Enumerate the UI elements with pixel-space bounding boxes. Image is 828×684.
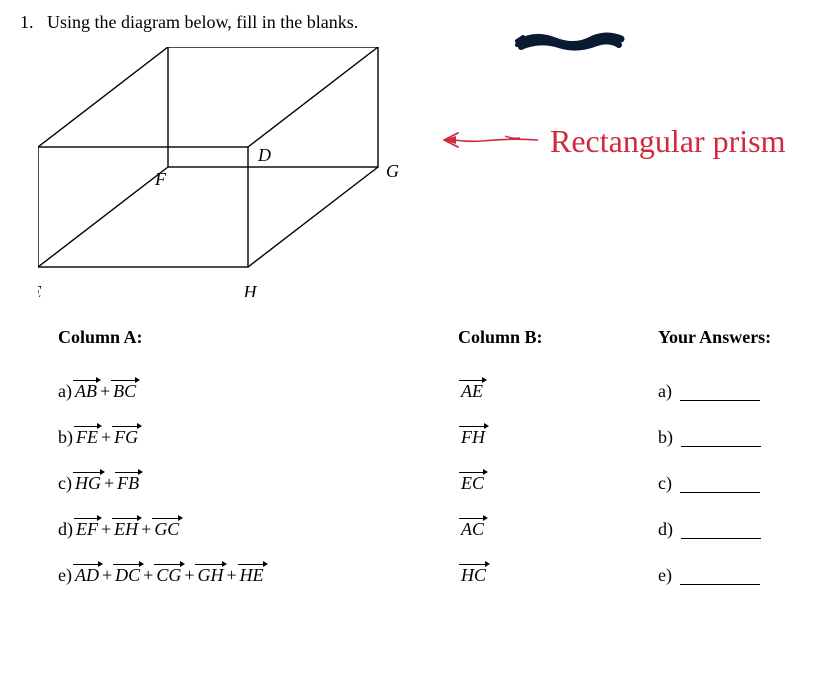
vector: GC bbox=[153, 519, 180, 540]
vector: GH bbox=[196, 565, 224, 586]
vector: FH bbox=[460, 427, 486, 448]
column-a-item: a) AB + BC bbox=[58, 368, 458, 414]
column-a-item: b) FE + FG bbox=[58, 414, 458, 460]
prism-diagram: ABCDEFGH bbox=[38, 47, 418, 297]
svg-text:H: H bbox=[243, 282, 258, 297]
answer-blank[interactable] bbox=[680, 381, 760, 402]
answer-item: d) bbox=[658, 506, 828, 552]
row-label: c) bbox=[58, 473, 72, 494]
vector: HG bbox=[74, 473, 102, 494]
column-b-item: EC bbox=[458, 460, 658, 506]
vector: FE bbox=[75, 427, 99, 448]
redaction-scribble bbox=[515, 27, 625, 57]
vector: CG bbox=[155, 565, 182, 586]
vector: AE bbox=[460, 381, 484, 402]
vector: AB bbox=[74, 381, 98, 402]
answer-label: a) bbox=[658, 381, 672, 402]
column-a-item: e) AD + DC + CG + GH + HE bbox=[58, 552, 458, 598]
answer-label: d) bbox=[658, 519, 673, 540]
answer-label: b) bbox=[658, 427, 673, 448]
vector: FG bbox=[113, 427, 139, 448]
svg-text:E: E bbox=[38, 282, 42, 297]
row-label: d) bbox=[58, 519, 73, 540]
column-b-header: Column B: bbox=[458, 327, 658, 348]
question-number: 1. bbox=[20, 12, 34, 32]
answer-item: c) bbox=[658, 460, 828, 506]
column-b-item: FH bbox=[458, 414, 658, 460]
question-heading: 1. Using the diagram below, fill in the … bbox=[20, 12, 808, 33]
column-b-item: HC bbox=[458, 552, 658, 598]
vector: DC bbox=[114, 565, 141, 586]
svg-text:D: D bbox=[257, 145, 271, 165]
column-b-item: AE bbox=[458, 368, 658, 414]
vector: EH bbox=[113, 519, 139, 540]
svg-text:G: G bbox=[386, 161, 399, 181]
column-a-header: Column A: bbox=[58, 327, 458, 348]
answer-item: e) bbox=[658, 552, 828, 598]
row-label: e) bbox=[58, 565, 72, 586]
answer-label: e) bbox=[658, 565, 672, 586]
answer-label: c) bbox=[658, 473, 672, 494]
answer-blank[interactable] bbox=[681, 519, 761, 540]
row-label: a) bbox=[58, 381, 72, 402]
vector: FB bbox=[116, 473, 140, 494]
vector: AC bbox=[460, 519, 485, 540]
vector: AD bbox=[74, 565, 100, 586]
column-b-item: AC bbox=[458, 506, 658, 552]
answer-item: a) bbox=[658, 368, 828, 414]
question-prompt: Using the diagram below, fill in the bla… bbox=[47, 12, 358, 32]
vector: HC bbox=[460, 565, 487, 586]
handwritten-annotation: Rectangular prism bbox=[440, 125, 785, 157]
row-label: b) bbox=[58, 427, 73, 448]
annotation-text: Rectangular prism bbox=[550, 125, 785, 157]
answer-blank[interactable] bbox=[680, 565, 760, 586]
worksheet-columns: Column A: Column B: Your Answers: a) AB … bbox=[58, 327, 808, 598]
vector: EC bbox=[460, 473, 485, 494]
vector: BC bbox=[112, 381, 137, 402]
answers-header: Your Answers: bbox=[658, 327, 828, 348]
figure-area: ABCDEFGH Rectangular prism bbox=[20, 47, 808, 297]
column-a-item: c) HG + FB bbox=[58, 460, 458, 506]
vector: EF bbox=[75, 519, 99, 540]
answer-blank[interactable] bbox=[681, 427, 761, 448]
vector: HE bbox=[239, 565, 265, 586]
answer-blank[interactable] bbox=[680, 473, 760, 494]
column-a-item: d) EF + EH + GC bbox=[58, 506, 458, 552]
answer-item: b) bbox=[658, 414, 828, 460]
arrow-left-icon bbox=[440, 128, 540, 154]
svg-text:F: F bbox=[154, 169, 167, 189]
